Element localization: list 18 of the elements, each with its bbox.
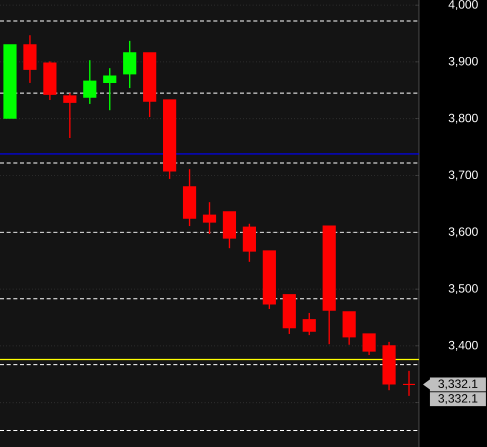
text: 3,332.1: [438, 394, 478, 404]
candlestick: [302, 312, 316, 336]
candlestick: [83, 60, 96, 105]
y-tick-label: 4,000: [448, 0, 478, 10]
text: 3,332.1: [438, 379, 478, 390]
y-tick-label: 3,600: [448, 227, 478, 238]
y-tick-label: 3,400: [448, 340, 478, 351]
candlestick: [242, 223, 256, 262]
candlestick: [63, 92, 76, 139]
candlestick: [402, 370, 416, 397]
candlestick: [362, 333, 376, 356]
y-tick-label: 3,800: [448, 114, 478, 124]
candlestick: [123, 40, 136, 89]
candlestick: [103, 67, 116, 111]
candlestick: [202, 202, 216, 235]
y-tick-label: 3,900: [448, 56, 478, 67]
y-tick-label: 3,500: [448, 284, 478, 294]
y-tick-label: 3,700: [448, 170, 478, 180]
